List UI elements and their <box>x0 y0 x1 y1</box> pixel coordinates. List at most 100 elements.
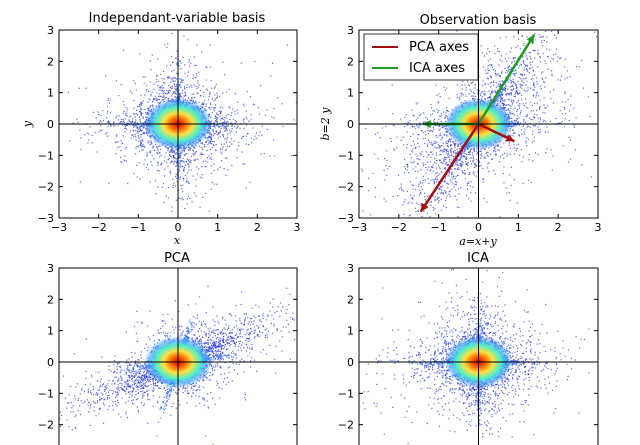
data-point <box>79 181 81 183</box>
data-point <box>528 159 530 161</box>
data-point <box>219 106 221 108</box>
data-point <box>186 152 188 155</box>
data-point <box>140 109 142 111</box>
data-point <box>469 154 471 156</box>
data-point <box>223 127 225 129</box>
data-point <box>402 204 404 206</box>
data-point <box>171 78 173 80</box>
data-point <box>133 107 135 109</box>
data-point <box>231 112 233 114</box>
data-point <box>133 99 135 102</box>
data-point <box>141 122 143 124</box>
data-point <box>135 135 137 138</box>
data-point <box>146 84 148 86</box>
data-point <box>147 168 149 170</box>
data-point <box>140 136 142 138</box>
data-point <box>141 113 143 115</box>
data-point <box>142 100 144 102</box>
data-point <box>170 156 173 158</box>
data-point <box>515 87 517 90</box>
data-point <box>439 154 441 156</box>
data-point <box>152 147 154 149</box>
data-point <box>295 101 297 104</box>
data-point <box>230 138 233 140</box>
data-point <box>183 150 185 152</box>
data-point <box>199 89 201 91</box>
data-point <box>503 102 505 104</box>
data-point <box>187 71 189 73</box>
data-point <box>182 191 184 193</box>
data-point <box>153 99 155 101</box>
data-point <box>455 189 457 191</box>
data-point <box>175 77 177 79</box>
data-point <box>208 210 211 212</box>
data-point <box>172 77 174 79</box>
data-point <box>180 160 182 162</box>
data-point <box>171 85 173 87</box>
data-point <box>509 86 511 88</box>
data-point <box>167 77 170 79</box>
data-point <box>208 142 210 144</box>
data-point <box>125 106 127 109</box>
data-point <box>461 164 463 166</box>
data-point <box>134 133 136 136</box>
chart-title: Observation basis <box>420 13 537 28</box>
data-point <box>538 107 541 109</box>
data-point <box>171 206 173 208</box>
data-point <box>465 163 467 166</box>
data-point <box>156 74 158 77</box>
data-point <box>140 130 142 132</box>
data-point <box>208 95 210 98</box>
data-point <box>191 201 193 203</box>
data-point <box>124 131 126 133</box>
data-point <box>447 153 449 155</box>
data-point <box>130 115 132 117</box>
data-point <box>184 166 186 168</box>
x-tick-label: −3 <box>51 221 67 234</box>
data-point <box>176 161 178 163</box>
data-point <box>212 129 214 131</box>
data-point <box>127 124 129 126</box>
data-point <box>281 103 283 105</box>
data-point <box>77 121 79 123</box>
data-point <box>214 149 217 151</box>
data-point <box>106 121 109 123</box>
data-point <box>510 107 512 109</box>
data-point <box>231 128 233 130</box>
data-point <box>179 160 181 162</box>
data-point <box>417 142 419 144</box>
data-point <box>213 169 215 172</box>
data-point <box>271 116 273 118</box>
data-point <box>222 124 224 126</box>
data-point <box>217 114 220 116</box>
data-point <box>151 101 153 103</box>
data-point <box>258 135 260 137</box>
data-point <box>165 96 168 98</box>
data-point <box>487 72 489 74</box>
data-point <box>201 143 204 145</box>
data-point <box>517 104 519 106</box>
data-point <box>529 126 531 128</box>
data-point <box>214 132 216 134</box>
data-point <box>223 122 225 125</box>
data-point <box>234 93 236 95</box>
data-point <box>543 81 546 83</box>
data-point <box>532 89 534 91</box>
data-point <box>153 97 155 100</box>
data-point <box>439 133 441 135</box>
data-point <box>214 106 216 109</box>
data-point <box>252 127 254 129</box>
data-point <box>197 158 199 160</box>
data-point <box>225 125 227 127</box>
data-point <box>123 104 125 106</box>
data-point <box>447 152 450 154</box>
data-point <box>138 127 140 129</box>
data-point <box>171 70 173 72</box>
data-point <box>180 160 183 162</box>
data-point <box>271 62 274 64</box>
data-point <box>236 121 238 123</box>
data-point <box>170 87 172 89</box>
data-point <box>210 188 212 190</box>
